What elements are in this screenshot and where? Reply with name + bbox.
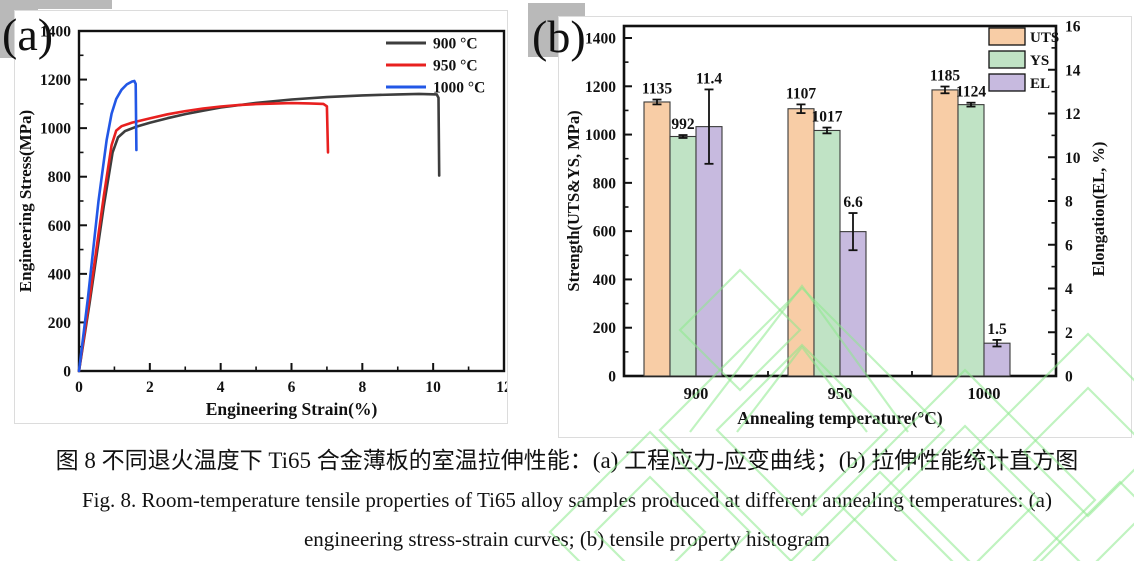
curve-950C [77, 101, 330, 373]
left-tick-label: 800 [593, 175, 617, 192]
right-tick-label: 0 [1065, 369, 1073, 386]
value-label-ys-1000: 1124 [956, 84, 986, 101]
y-tick-label: 200 [48, 315, 72, 332]
x-tick-label: 10 [425, 379, 441, 396]
category-label-900: 900 [684, 384, 709, 403]
caption-english-line1: Fig. 8. Room-temperature tensile propert… [81, 488, 1052, 512]
left-tick-label: 400 [593, 272, 617, 289]
left-tick-label: 1200 [585, 79, 616, 96]
curve-900C [77, 92, 441, 373]
y-axis-title: Engineering Stress(MPa) [16, 110, 35, 292]
right-tick-label: 14 [1065, 62, 1081, 79]
right-tick-label: 12 [1065, 106, 1081, 123]
x-tick-label: 8 [358, 379, 366, 396]
left-tick-label: 1000 [585, 127, 616, 144]
right-tick-label: 10 [1065, 150, 1081, 167]
x-tick-label: 0 [75, 379, 83, 396]
legend-swatch-el [988, 73, 1026, 92]
right-tick-label: 6 [1065, 237, 1073, 254]
bar-uts-1000 [931, 89, 959, 377]
y-tick-label: 1400 [40, 24, 71, 41]
value-label-el-1000: 1.5 [987, 321, 1007, 338]
panel-a-label: (a) [2, 9, 54, 60]
category-label-1000: 1000 [968, 384, 1001, 403]
value-label-el-950: 6.6 [843, 194, 863, 211]
value-label-uts-950: 1107 [786, 85, 816, 102]
bar-el-950 [839, 231, 867, 377]
panel-b-label: (b) [532, 11, 586, 62]
bar-ys-950 [813, 129, 841, 377]
panel-a-card: 0 2 4 6 8 10 12 0 200 400 600 800 1000 1200 1400 Engine… [14, 10, 512, 424]
category-label-950: 950 [828, 384, 853, 403]
y-tick-label: 1000 [40, 121, 71, 138]
left-tick-label: 600 [593, 224, 617, 241]
right-tick-label: 8 [1065, 194, 1073, 211]
legend-label-1: 950 °C [433, 58, 478, 75]
x-axis-title: Annealing temperature(°C) [737, 408, 943, 428]
value-label-ys-950: 1017 [812, 109, 843, 126]
panel-b-card: 0 200 400 600 800 1000 1200 1400 0 2 4 6 8 10 12 14 16 90… [558, 16, 1132, 438]
legend-label-el: EL [1030, 76, 1050, 92]
y-tick-label: 400 [48, 266, 72, 283]
right-tick-label: 4 [1065, 281, 1073, 298]
x-axis-title: Engineering Strain(%) [206, 399, 378, 419]
right-axis-title: Elongation(EL, %) [1089, 142, 1108, 277]
caption-english-line2: engineering stress-strain curves; (b) te… [303, 527, 830, 551]
bar-uts-900 [643, 101, 671, 377]
left-tick-label: 200 [593, 320, 617, 337]
y-tick-label: 0 [63, 364, 71, 381]
y-tick-label: 600 [48, 218, 72, 235]
legend-label-ys: YS [1030, 53, 1049, 69]
right-tick-label: 2 [1065, 325, 1073, 342]
value-label-el-900: 11.4 [696, 70, 723, 87]
left-tick-label: 0 [608, 369, 616, 386]
right-tick-label: 16 [1065, 19, 1081, 36]
value-label-uts-900: 1135 [642, 81, 672, 98]
bar-ys-900 [669, 135, 697, 377]
x-tick-label: 12 [496, 379, 507, 396]
curve-1000C [77, 79, 138, 373]
legend-swatch-ys [988, 50, 1026, 69]
legend-swatch-uts [988, 27, 1026, 46]
panel-b-tag-background-strip [528, 3, 585, 18]
stress-strain-chart: 0 2 4 6 8 10 12 0 200 400 600 800 1000 1200 1400 Engine… [16, 24, 512, 420]
legend-label-uts: UTS [1030, 30, 1059, 46]
y-tick-label: 800 [48, 169, 72, 186]
bar-ys-1000 [957, 104, 985, 377]
x-tick-label: 6 [288, 379, 296, 396]
legend-label-2: 1000 °C [433, 80, 485, 97]
caption-chinese: 图 8 不同退火温度下 Ti65 合金薄板的室温拉伸性能：(a) 工程应力-应变… [55, 448, 1079, 473]
bar-el-1000 [983, 342, 1011, 377]
value-label-uts-1000: 1185 [930, 68, 960, 85]
left-tick-label: 1400 [585, 31, 616, 48]
tensile-histogram-chart: 0 200 400 600 800 1000 1200 1400 0 2 4 6 8 10 12 14 16 90… [564, 19, 1108, 429]
y-tick-label: 1200 [40, 72, 71, 89]
legend-label-0: 900 °C [433, 36, 478, 53]
panel-a-tag-background-strip [0, 0, 112, 9]
figure-caption: 图 8 不同退火温度下 Ti65 合金薄板的室温拉伸性能：(a) 工程应力-应变… [0, 441, 1134, 559]
value-label-ys-900: 992 [671, 116, 695, 133]
left-axis-title: Strength(UTS&YS, MPa) [564, 110, 583, 291]
x-tick-label: 4 [217, 379, 225, 396]
x-tick-label: 2 [146, 379, 154, 396]
bar-uts-950 [787, 108, 815, 377]
